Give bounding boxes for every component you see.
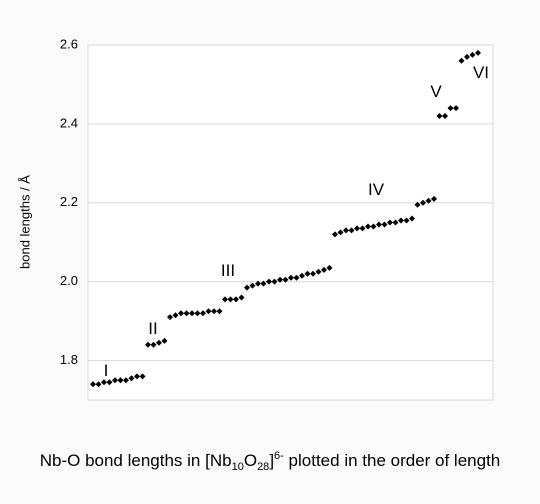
point	[392, 219, 399, 226]
caption: Nb-O bond lengths in [Nb10O28]6- plotted…	[40, 450, 501, 473]
caption-sub: 10	[232, 461, 244, 473]
point	[194, 310, 201, 317]
point	[348, 227, 355, 234]
point	[277, 276, 283, 283]
point	[381, 221, 388, 228]
point	[442, 113, 448, 119]
point	[354, 225, 360, 232]
point	[398, 217, 404, 224]
caption-sup: 6-	[274, 450, 284, 462]
point	[271, 278, 278, 285]
point	[95, 381, 102, 388]
point	[134, 373, 140, 380]
point	[172, 312, 179, 319]
point	[475, 49, 481, 56]
point	[403, 217, 410, 224]
caption-part: plotted in the order of length	[284, 451, 500, 470]
point	[304, 270, 311, 277]
point	[266, 278, 272, 285]
point	[161, 337, 168, 344]
point	[233, 296, 239, 303]
point	[227, 296, 234, 303]
point	[244, 284, 250, 291]
point	[414, 201, 421, 208]
point	[359, 225, 366, 232]
y-tick-label: 2.0	[60, 273, 78, 288]
caption-sub: 28	[257, 461, 269, 473]
annotation: IV	[368, 180, 385, 199]
plot-area	[87, 44, 494, 401]
point	[420, 199, 426, 206]
point	[447, 105, 454, 112]
point	[365, 223, 371, 230]
y-axis-label: bond lengths / Å	[17, 175, 32, 269]
point	[123, 377, 129, 384]
point	[332, 231, 338, 238]
point	[189, 310, 195, 317]
point	[387, 219, 393, 226]
caption-part: ]	[269, 451, 274, 470]
point	[310, 270, 316, 277]
point	[376, 221, 382, 228]
point	[211, 308, 217, 315]
point	[282, 276, 289, 283]
point	[337, 229, 344, 236]
point	[299, 272, 305, 279]
point	[150, 341, 157, 348]
point	[431, 195, 437, 202]
point	[139, 373, 146, 380]
point	[90, 381, 96, 388]
point	[458, 57, 465, 64]
point	[178, 310, 184, 317]
point	[409, 215, 415, 222]
y-tick-label: 2.4	[60, 115, 78, 130]
point	[321, 266, 327, 273]
point	[315, 268, 322, 275]
point	[205, 308, 212, 315]
point	[183, 310, 190, 317]
point	[106, 379, 113, 386]
y-tick-label: 2.6	[60, 36, 78, 51]
point	[128, 375, 135, 382]
point	[112, 377, 118, 384]
point	[425, 197, 432, 204]
point	[200, 310, 206, 317]
point	[453, 105, 459, 112]
annotation: I	[104, 361, 109, 380]
annotation: V	[430, 82, 442, 101]
point	[101, 379, 107, 386]
y-tick-label: 1.8	[60, 352, 78, 367]
point	[370, 223, 377, 230]
point	[117, 377, 124, 384]
caption-part: Nb-O bond lengths in [Nb	[40, 451, 232, 470]
point	[216, 308, 223, 315]
point	[222, 296, 228, 303]
point	[326, 264, 333, 271]
point	[238, 294, 245, 301]
point	[156, 339, 162, 346]
point	[464, 53, 470, 60]
point	[293, 274, 300, 281]
y-tick-label: 2.2	[60, 194, 78, 209]
point	[288, 274, 294, 281]
annotation: III	[221, 261, 235, 280]
point	[255, 280, 261, 287]
point	[249, 282, 256, 289]
point	[145, 341, 151, 348]
annotation: II	[148, 319, 157, 338]
caption-part: O	[244, 451, 257, 470]
point	[167, 314, 173, 321]
point	[469, 51, 476, 58]
point	[343, 227, 349, 234]
point	[436, 113, 443, 119]
annotation: VI	[473, 63, 489, 82]
point	[260, 280, 267, 287]
